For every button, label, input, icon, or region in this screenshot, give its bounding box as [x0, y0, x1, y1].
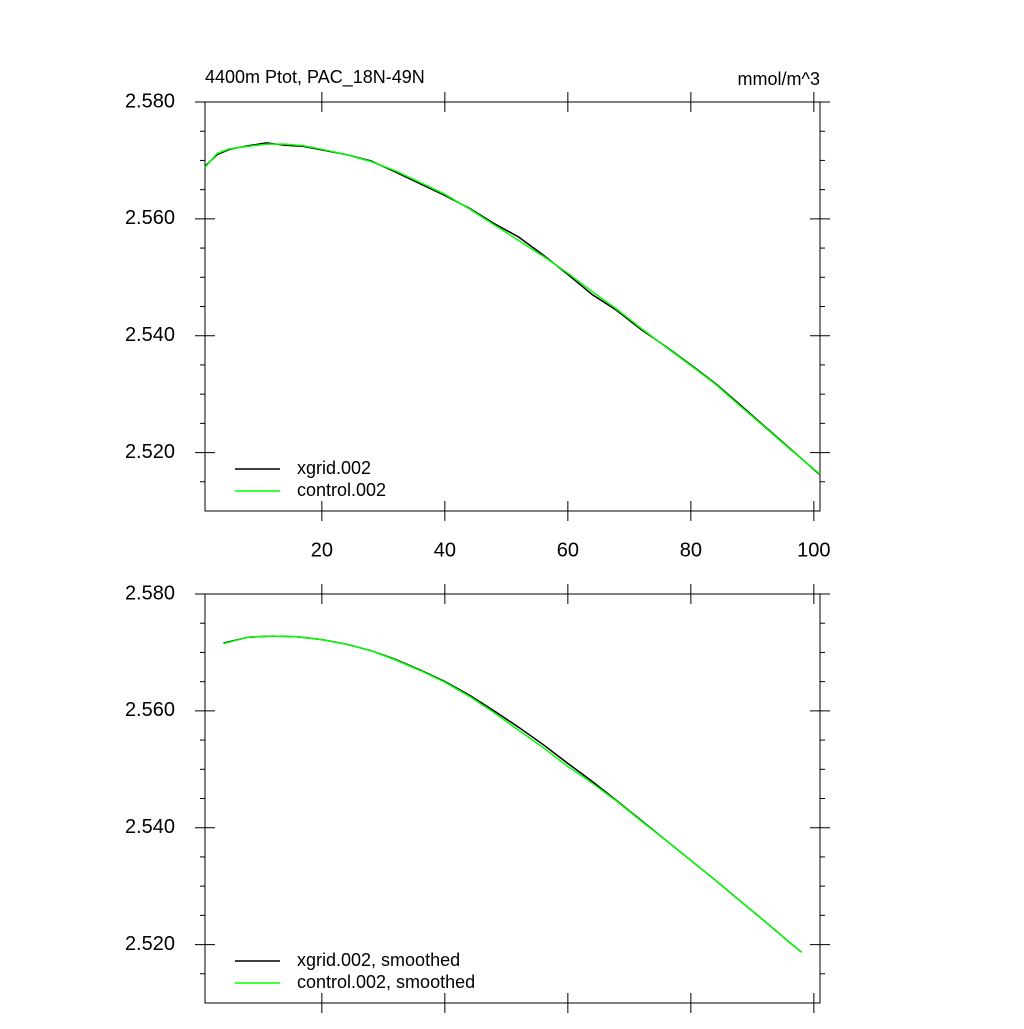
x-tick-label: 40: [434, 539, 456, 561]
series-line: [204, 143, 821, 475]
units-label: mmol/m^3: [738, 69, 820, 89]
legend-label: control.002, smoothed: [297, 972, 475, 992]
y-tick-label: 2.540: [125, 816, 175, 838]
chart-title: 4400m Ptot, PAC_18N-49N: [205, 67, 425, 88]
series-line: [223, 635, 802, 953]
legend-label: control.002: [297, 480, 386, 500]
series-line: [223, 635, 802, 953]
x-tick-label: 60: [557, 539, 579, 561]
y-tick-label: 2.560: [125, 699, 175, 721]
y-tick-label: 2.520: [125, 441, 175, 463]
y-tick-label: 2.520: [125, 933, 175, 955]
y-tick-label: 2.560: [125, 207, 175, 229]
y-tick-label: 2.540: [125, 324, 175, 346]
x-tick-label: 100: [797, 539, 830, 561]
y-tick-label: 2.580: [125, 582, 175, 604]
plot-frame: [204, 593, 821, 1004]
legend-label: xgrid.002, smoothed: [297, 950, 460, 970]
x-tick-label: 20: [311, 539, 333, 561]
plot-frame: [204, 101, 821, 512]
legend-label: xgrid.002: [297, 458, 371, 478]
series-line: [204, 142, 821, 476]
x-tick-label: 80: [680, 539, 702, 561]
y-tick-label: 2.580: [125, 90, 175, 112]
